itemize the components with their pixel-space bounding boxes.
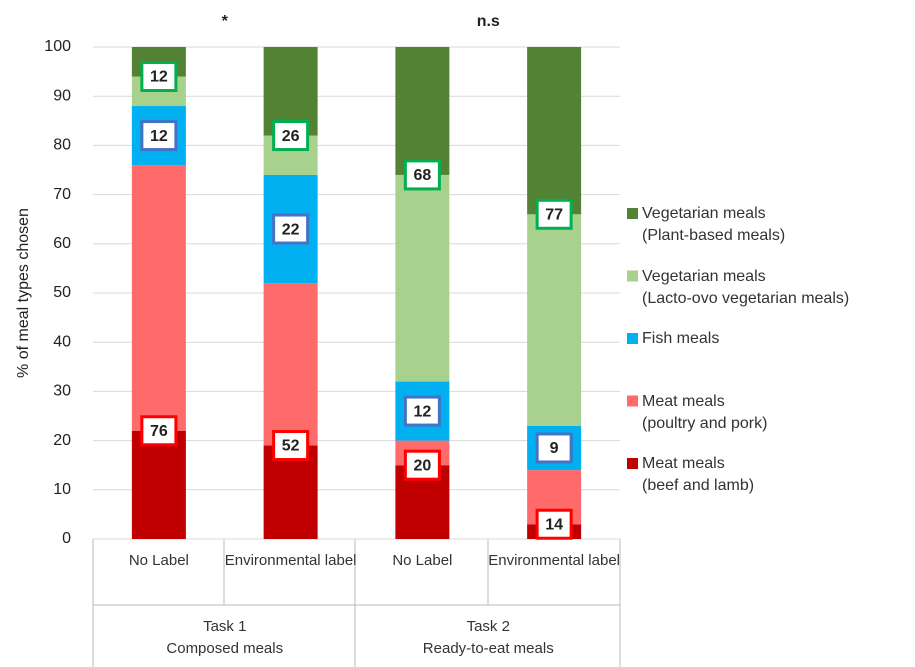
bar-segment	[395, 47, 450, 175]
total-label: 20	[413, 457, 431, 474]
bar-segment	[395, 174, 450, 382]
total-label-box	[272, 430, 310, 462]
significance-annotation: *	[222, 13, 229, 30]
total-label-box	[140, 120, 178, 152]
total-label-box	[403, 159, 441, 191]
total-label: 14	[545, 516, 563, 533]
y-tick-label: 50	[53, 284, 71, 301]
legend-entry: Vegetarian meals (Lacto-ovo vegetarian m…	[642, 267, 850, 307]
bar-segment	[131, 430, 186, 539]
legend-swatch	[627, 208, 638, 219]
total-label-box	[535, 198, 573, 230]
total-label-box	[535, 432, 573, 464]
total-label: 76	[150, 423, 168, 440]
total-label: 9	[550, 440, 559, 457]
y-tick-label: 60	[53, 235, 71, 252]
y-tick-label: 100	[44, 38, 71, 55]
x-tick-label-box: No Label	[392, 552, 453, 569]
x-tick-label: Environmental label	[224, 552, 357, 569]
total-label: 26	[282, 128, 300, 145]
legend-entry: Meat meals (beef and lamb)	[642, 455, 755, 494]
legend-swatch	[627, 395, 638, 407]
y-tick-label: 70	[53, 186, 71, 203]
x-tick-label: No Label	[392, 552, 453, 569]
legend-swatch	[627, 333, 638, 344]
legend-label: Meat meals (beef and lamb)	[642, 455, 755, 494]
y-tick-label: 10	[53, 481, 71, 498]
group-label: Task 1 Composed meals	[166, 618, 284, 657]
bar-segment	[263, 445, 318, 539]
y-tick-label: 0	[62, 530, 71, 547]
total-label-box	[535, 508, 573, 540]
legend-entry: Fish meals	[642, 330, 720, 347]
y-tick-label: 40	[53, 333, 71, 350]
group-label: Task 2 Ready-to-eat meals	[422, 618, 554, 657]
significance-annotation: n.s	[477, 13, 500, 30]
legend-entry: Vegetarian meals (Plant-based meals)	[642, 205, 786, 244]
legend-label: Vegetarian meals (Lacto-ovo vegetarian m…	[642, 267, 850, 307]
x-tick-label-box: Environmental label	[224, 552, 357, 569]
total-label: 52	[282, 438, 300, 455]
total-label: 22	[282, 221, 300, 238]
legend-swatch	[627, 270, 638, 282]
total-label: 12	[150, 128, 168, 145]
total-label: 77	[545, 206, 563, 223]
y-tick-label: 30	[53, 383, 71, 400]
group-label-box: Task 1 Composed meals	[166, 618, 284, 657]
total-label: 12	[413, 403, 431, 420]
x-tick-label-box: Environmental label	[488, 552, 620, 569]
y-tick-label: 80	[53, 137, 71, 154]
legend-swatch	[627, 458, 638, 469]
total-label: 68	[413, 167, 431, 184]
legend-label: Meat meals (poultry and pork)	[642, 392, 768, 432]
total-label-box	[403, 395, 441, 427]
legend-label: Vegetarian meals (Plant-based meals)	[642, 205, 786, 244]
x-tick-label: No Label	[128, 552, 189, 569]
x-tick-label-box: No Label	[128, 552, 189, 569]
group-label-box: Task 2 Ready-to-eat meals	[422, 618, 554, 657]
total-label-box	[403, 449, 441, 481]
bar-segment	[527, 47, 582, 215]
total-label: 12	[150, 69, 168, 86]
total-label-box	[140, 61, 178, 93]
legend-entry: Meat meals (poultry and pork)	[642, 392, 768, 432]
bar-segment	[263, 283, 318, 446]
bar-segment	[131, 165, 186, 431]
y-tick-label: 20	[53, 432, 71, 449]
y-tick-label: 90	[53, 87, 71, 104]
bar-segment	[527, 214, 582, 426]
total-label-box	[272, 213, 310, 245]
x-tick-label: Environmental label	[488, 552, 620, 569]
legend-label: Fish meals	[642, 330, 720, 347]
total-label-box	[272, 120, 310, 152]
y-axis-label: % of meal types chosen	[15, 208, 32, 378]
total-label-box	[140, 415, 178, 447]
